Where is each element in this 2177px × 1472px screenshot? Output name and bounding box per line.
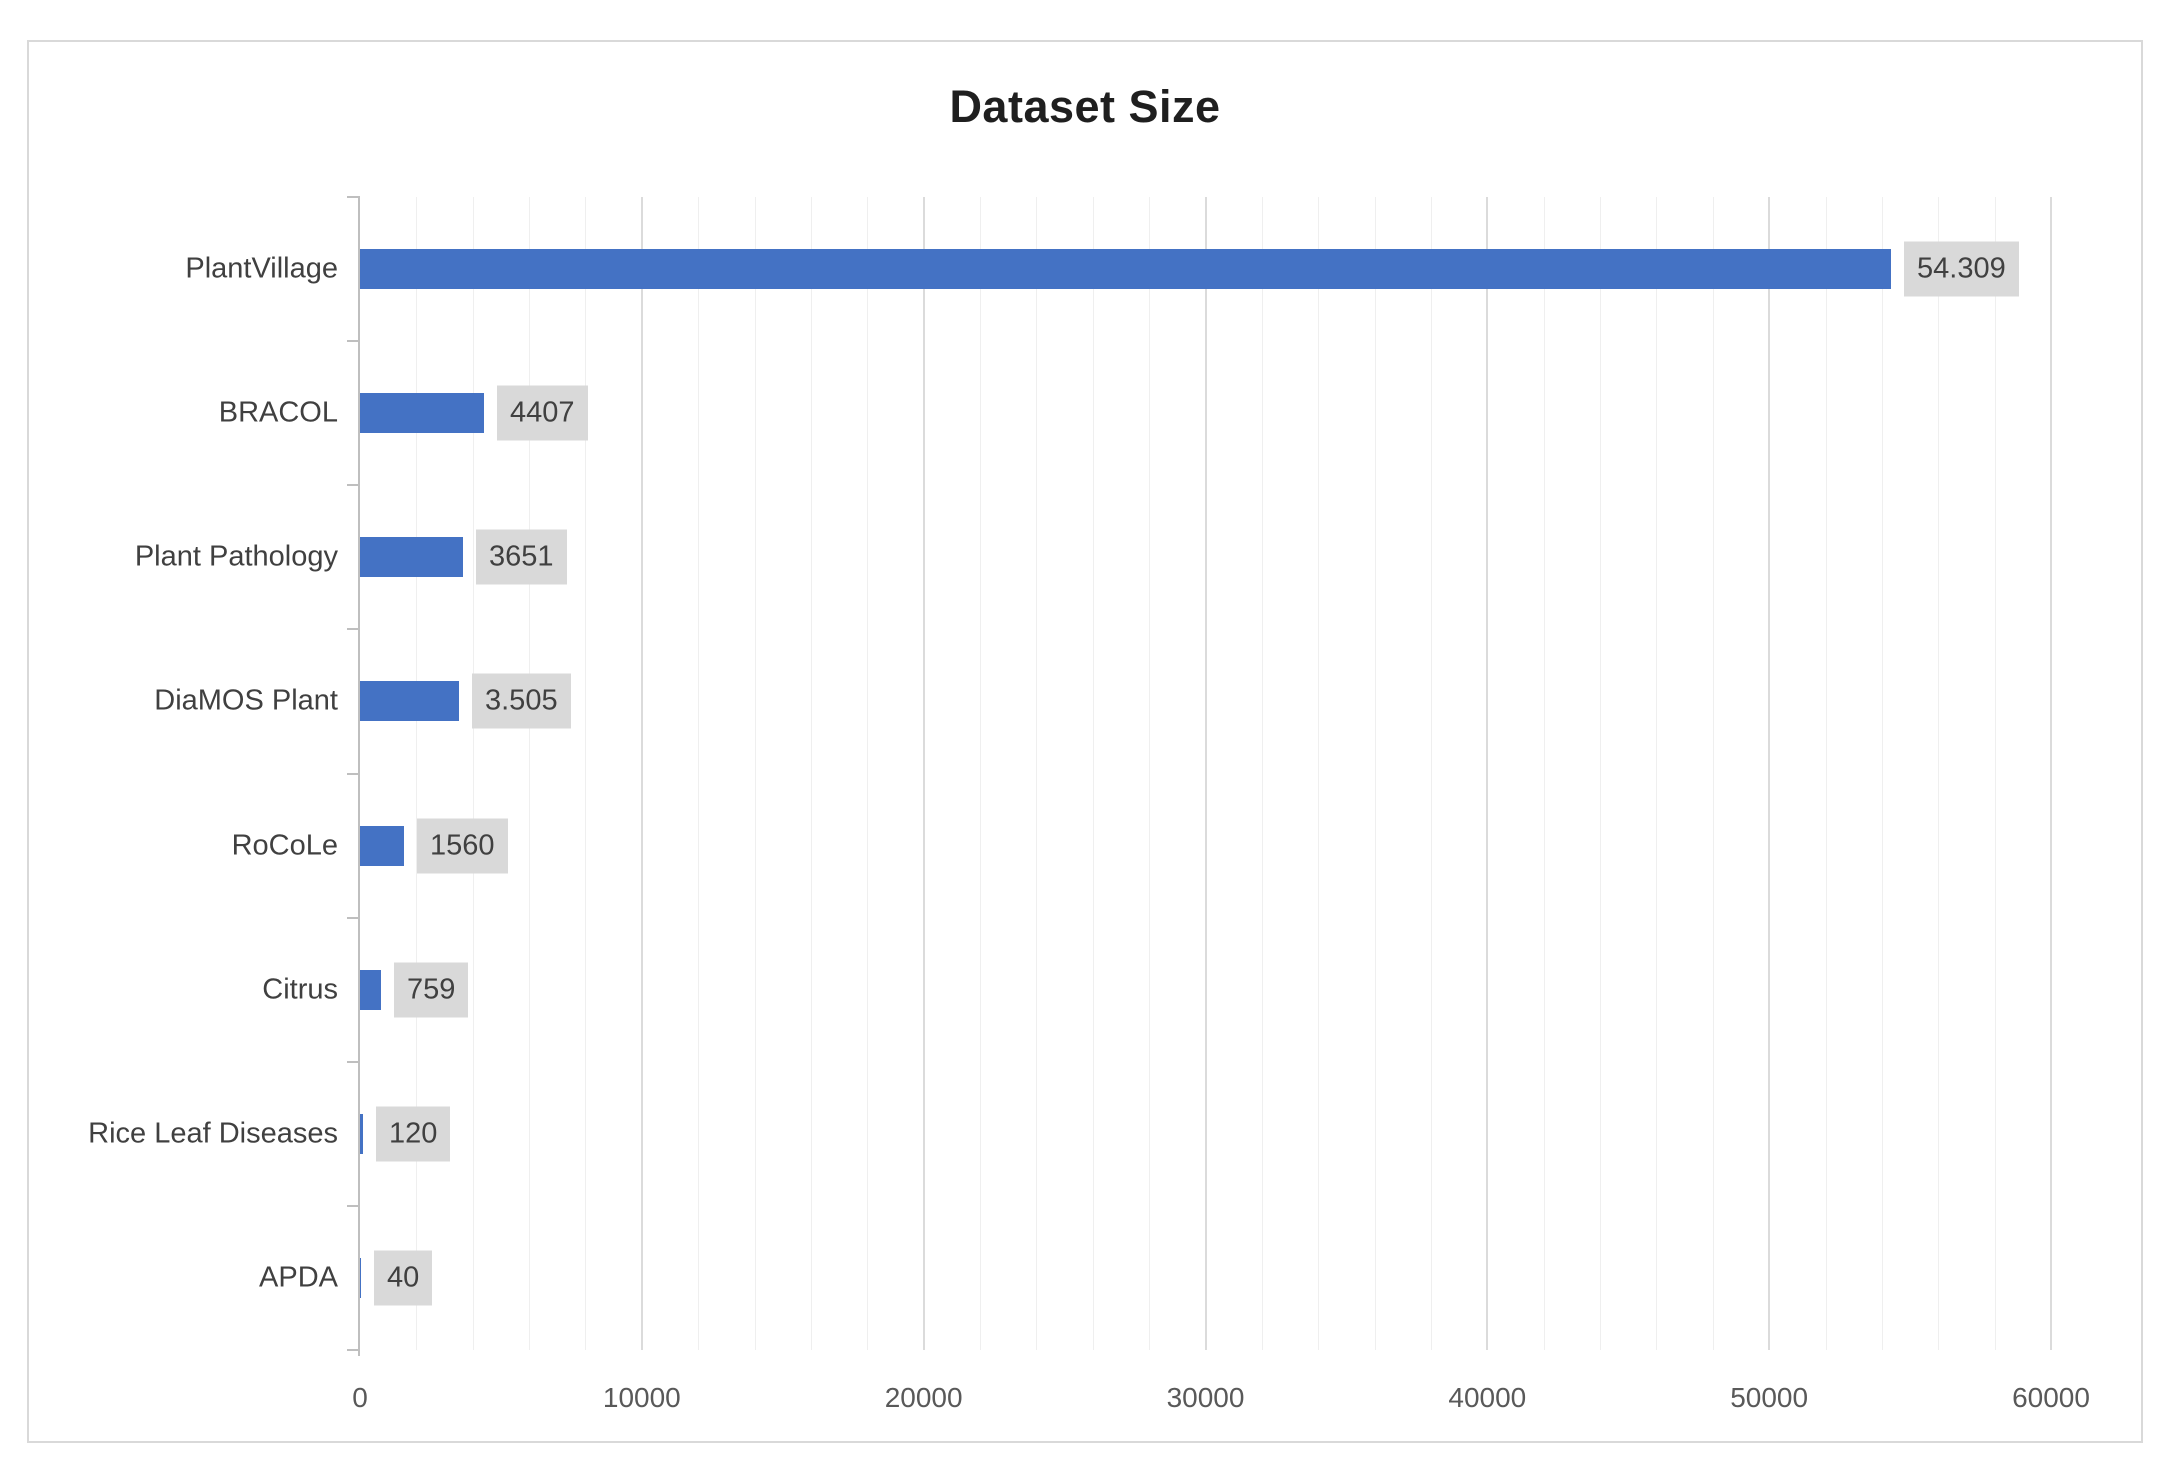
minor-gridline xyxy=(980,197,982,1350)
category-label: Citrus xyxy=(262,973,338,1006)
chart-title: Dataset Size xyxy=(949,81,1221,132)
category-axis-tick xyxy=(347,916,360,919)
category-axis-tick xyxy=(347,196,360,198)
minor-gridline xyxy=(1543,197,1545,1350)
major-gridline xyxy=(1486,197,1489,1350)
minor-gridline xyxy=(867,197,869,1350)
minor-gridline xyxy=(1261,197,1263,1350)
minor-gridline xyxy=(416,197,418,1350)
value-label: 4407 xyxy=(497,385,588,441)
bar xyxy=(360,1257,361,1298)
category-label: DiaMOS Plant xyxy=(154,684,338,717)
bar xyxy=(360,681,459,722)
x-tick-label: 10000 xyxy=(602,1382,681,1413)
category-axis-tick xyxy=(347,628,360,631)
major-gridline xyxy=(1768,197,1771,1350)
minor-gridline xyxy=(810,197,812,1350)
minor-gridline xyxy=(1149,197,1151,1350)
category-axis-tick xyxy=(347,1204,360,1207)
minor-gridline xyxy=(1374,197,1376,1350)
category-label: Rice Leaf Diseases xyxy=(88,1117,338,1150)
category-axis-tick xyxy=(347,1060,360,1063)
value-label: 1560 xyxy=(417,818,508,874)
category-axis-line xyxy=(358,197,360,1356)
x-tick-label: 0 xyxy=(352,1382,368,1413)
value-label: 3.505 xyxy=(472,673,571,729)
value-label: 120 xyxy=(376,1106,451,1162)
minor-gridline xyxy=(1092,197,1094,1350)
x-tick-label: 30000 xyxy=(1166,1382,1245,1413)
value-label: 759 xyxy=(394,962,469,1018)
category-axis-labels: PlantVillage BRACOL Plant Pathology DiaMOS … xyxy=(0,197,338,1350)
minor-gridline xyxy=(1881,197,1883,1350)
category-label: PlantVillage xyxy=(185,252,338,285)
value-label: 54.309 xyxy=(1904,241,2019,297)
minor-gridline xyxy=(1994,197,1996,1350)
bar xyxy=(360,537,463,578)
value-label: 40 xyxy=(374,1250,433,1306)
major-gridline xyxy=(922,197,925,1350)
minor-gridline xyxy=(585,197,587,1350)
major-gridline xyxy=(2050,197,2052,1350)
category-label: RoCoLe xyxy=(231,829,338,862)
bar xyxy=(360,249,1891,290)
minor-gridline xyxy=(754,197,756,1350)
bar xyxy=(360,393,484,434)
major-gridline xyxy=(1204,197,1207,1350)
category-label: APDA xyxy=(259,1261,338,1294)
minor-gridline xyxy=(698,197,700,1350)
minor-gridline xyxy=(1938,197,1940,1350)
category-label: Plant Pathology xyxy=(134,540,338,573)
minor-gridline xyxy=(529,197,531,1350)
category-axis-tick xyxy=(347,340,360,343)
minor-gridline xyxy=(1600,197,1602,1350)
x-tick-label: 40000 xyxy=(1448,1382,1527,1413)
x-tick-label: 60000 xyxy=(2012,1382,2090,1413)
minor-gridline xyxy=(1430,197,1432,1350)
category-axis-tick xyxy=(347,772,360,775)
value-axis-labels: 0 10000 20000 30000 40000 50000 60000 xyxy=(352,1382,2090,1422)
value-label: 3651 xyxy=(476,529,567,585)
bar xyxy=(360,1113,363,1154)
plot-area: 54.309 4407 3651 3.505 1560 759 120 40 xyxy=(347,196,2052,1356)
category-axis-tick xyxy=(347,484,360,487)
minor-gridline xyxy=(1036,197,1038,1350)
category-axis-tick xyxy=(347,1349,360,1351)
minor-gridline xyxy=(472,197,474,1350)
major-gridline xyxy=(640,197,643,1350)
bar xyxy=(360,969,381,1010)
minor-gridline xyxy=(1825,197,1827,1350)
bar xyxy=(360,825,404,866)
minor-gridline xyxy=(1712,197,1714,1350)
x-tick-label: 20000 xyxy=(884,1382,963,1413)
x-tick-label: 50000 xyxy=(1730,1382,1809,1413)
minor-gridline xyxy=(1318,197,1320,1350)
minor-gridline xyxy=(1656,197,1658,1350)
category-label: BRACOL xyxy=(218,396,338,429)
